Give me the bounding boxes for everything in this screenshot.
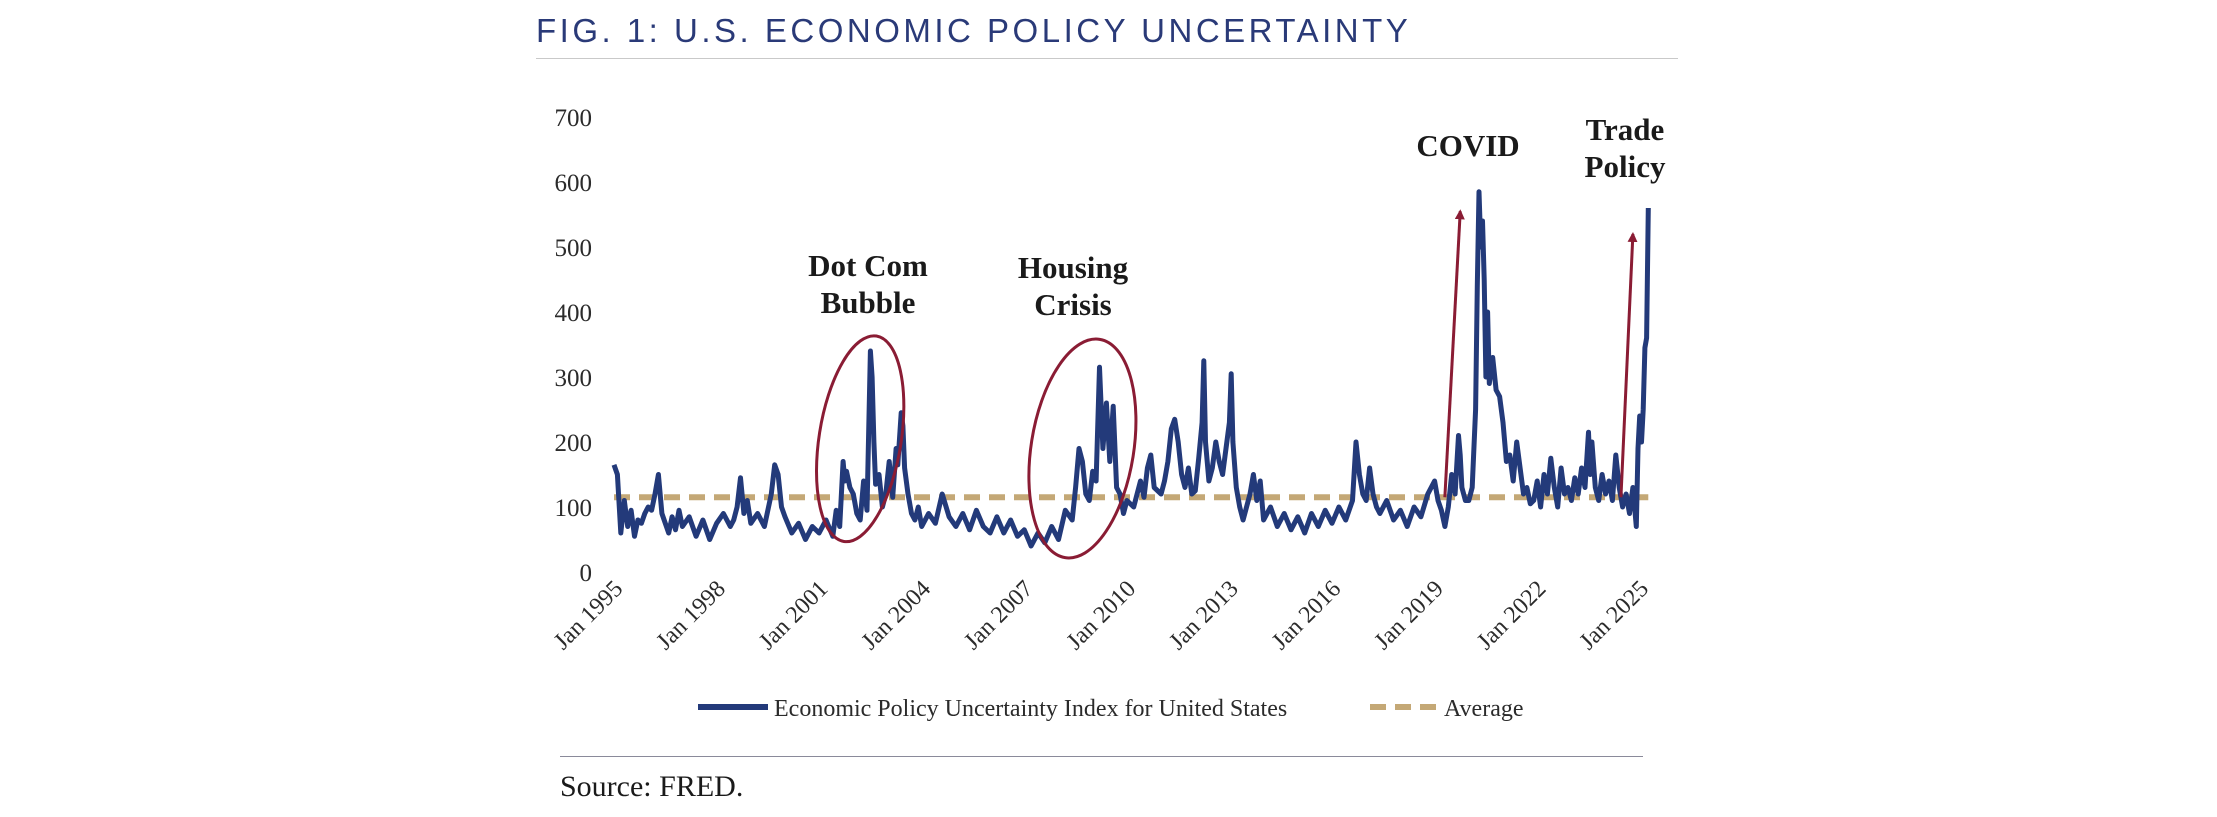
source-note: Source: FRED. — [560, 770, 744, 803]
epu-series-line — [611, 189, 1651, 549]
y-tick-label-700: 700 — [555, 105, 593, 132]
annotation-label-trade-policy-line-2: Policy — [1585, 149, 1666, 184]
x-tick-label-jan-2016: Jan 2016 — [1267, 576, 1346, 655]
annotation-label-housing-crisis-line-1: Housing — [1018, 250, 1129, 285]
x-tick-label-jan-2025: Jan 2025 — [1575, 576, 1654, 655]
x-tick-label-jan-2013: Jan 2013 — [1164, 576, 1243, 655]
y-tick-label-0: 0 — [580, 560, 593, 587]
annotation-label-dot-com-bubble-line-1: Dot Com — [808, 248, 928, 283]
annotation-ellipse-dot-com-bubble — [815, 334, 906, 544]
y-tick-label-300: 300 — [555, 365, 593, 392]
y-tick-label-400: 400 — [555, 300, 593, 327]
legend: Economic Policy Uncertainty Index for Un… — [698, 696, 1524, 722]
y-tick-label-500: 500 — [555, 235, 593, 262]
figure-title: FIG. 1: U.S. ECONOMIC POLICY UNCERTAINTY — [536, 12, 1412, 49]
x-tick-label-jan-2004: Jan 2004 — [857, 576, 936, 655]
legend-label-average: Average — [1444, 696, 1524, 722]
y-tick-label-200: 200 — [555, 430, 593, 457]
annotation-arrow-trade-policy — [1619, 232, 1638, 498]
source-divider — [560, 756, 1643, 757]
x-tick-label-jan-2001: Jan 2001 — [754, 576, 833, 655]
annotation-label-trade-policy-line-1: Trade — [1586, 112, 1665, 147]
x-axis: Jan 1995 Jan 1998 Jan 2001 Jan 2004 Jan 2007… — [549, 576, 1654, 655]
x-tick-label-jan-1995: Jan 1995 — [549, 576, 628, 655]
x-tick-label-jan-2022: Jan 2022 — [1472, 576, 1551, 655]
annotation-arrow-covid — [1443, 209, 1465, 498]
x-tick-label-jan-1998: Jan 1998 — [652, 576, 731, 655]
x-tick-label-jan-2010: Jan 2010 — [1062, 576, 1141, 655]
legend-label-epu: Economic Policy Uncertainty Index for Un… — [774, 696, 1287, 722]
y-tick-label-600: 600 — [555, 170, 593, 197]
y-tick-label-100: 100 — [555, 495, 593, 522]
title-divider — [536, 58, 1678, 59]
annotation-label-housing-crisis-line-2: Crisis — [1034, 287, 1112, 322]
y-axis: 0 100 200 300 400 500 600 700 — [555, 105, 593, 587]
annotation-ellipse-housing-crisis — [1027, 337, 1138, 560]
x-tick-label-jan-2019: Jan 2019 — [1370, 576, 1449, 655]
annotation-label-covid-line-1: COVID — [1416, 128, 1519, 163]
x-tick-label-jan-2007: Jan 2007 — [959, 576, 1038, 655]
annotation-label-dot-com-bubble-line-2: Bubble — [821, 285, 916, 320]
